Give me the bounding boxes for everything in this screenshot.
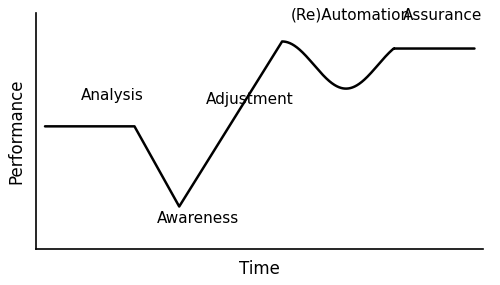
Text: Analysis: Analysis — [81, 88, 144, 103]
Y-axis label: Performance: Performance — [7, 78, 25, 184]
Text: Adjustment: Adjustment — [206, 92, 294, 107]
Text: (Re)Automation: (Re)Automation — [291, 8, 411, 23]
Text: Assurance: Assurance — [403, 8, 482, 23]
Text: Awareness: Awareness — [157, 211, 239, 226]
X-axis label: Time: Time — [240, 260, 280, 278]
